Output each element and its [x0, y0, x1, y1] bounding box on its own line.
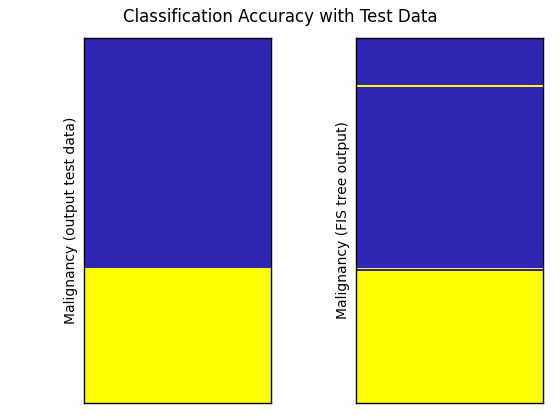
Text: Classification Accuracy with Test Data: Classification Accuracy with Test Data [123, 8, 437, 26]
Y-axis label: Malignancy (output test data): Malignancy (output test data) [64, 117, 78, 324]
Y-axis label: Malignancy (FIS tree output): Malignancy (FIS tree output) [336, 121, 350, 320]
